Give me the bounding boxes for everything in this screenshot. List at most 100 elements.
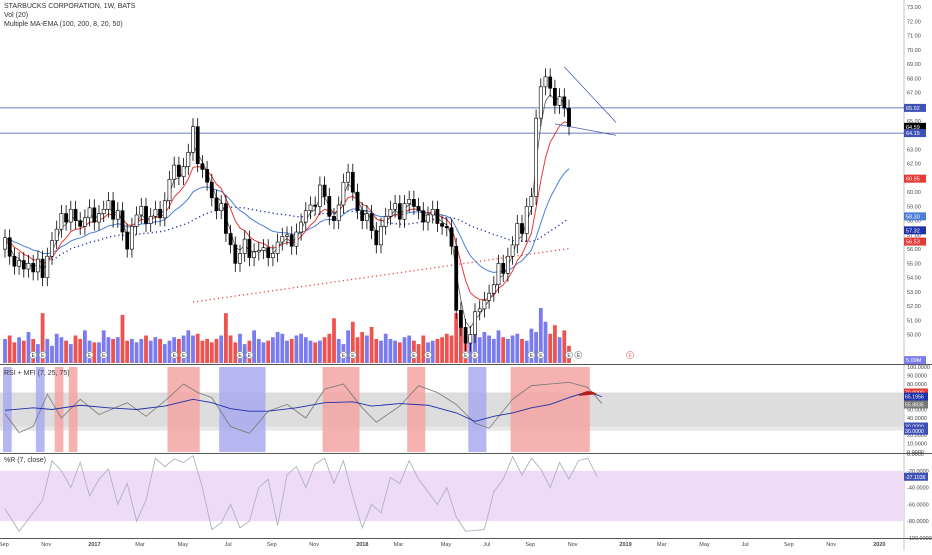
volume-bar xyxy=(360,332,365,363)
candle-body xyxy=(195,126,200,165)
price-tick-label: 60.00 xyxy=(907,190,921,196)
candle-body xyxy=(186,152,191,167)
rsi-tick-label: 10.0000 xyxy=(907,442,927,448)
candle-body xyxy=(524,206,529,234)
earnings-label: E xyxy=(530,353,534,359)
volume-bar xyxy=(17,337,21,363)
rsi-line xyxy=(4,391,603,422)
volume-bar xyxy=(111,338,115,363)
candle-body xyxy=(83,217,87,227)
price-tick-label: 70.00 xyxy=(907,48,921,54)
price-tick-label: 72.00 xyxy=(907,19,921,25)
earnings-label: E xyxy=(629,353,633,359)
earnings-label: E xyxy=(567,353,571,359)
price-tag xyxy=(904,129,926,138)
x-tick-label: 2017 xyxy=(88,542,100,548)
price-tag xyxy=(904,226,926,235)
volume-bar xyxy=(388,338,393,363)
candle-body xyxy=(496,263,501,286)
candle-body xyxy=(364,213,369,221)
volume-bar xyxy=(40,313,45,363)
rsi-overbought-band xyxy=(407,367,426,452)
candle-body xyxy=(557,96,562,106)
candle-body xyxy=(388,208,393,217)
volume-bar xyxy=(158,338,162,363)
candle-body xyxy=(515,223,520,246)
x-tick-label: Jul xyxy=(483,542,490,548)
candle-body xyxy=(181,166,186,177)
candle-body xyxy=(285,234,289,237)
candle-body xyxy=(31,263,36,273)
volume-bar xyxy=(209,342,214,363)
price-tag xyxy=(904,212,926,221)
earnings-label: E xyxy=(182,353,186,359)
volume-bar xyxy=(289,338,294,363)
earnings-label: E xyxy=(173,353,177,359)
volume-bar xyxy=(256,338,261,363)
volume-bar xyxy=(369,326,374,363)
volume-bar xyxy=(219,335,224,363)
volume-bar xyxy=(318,340,322,363)
earnings-label: E xyxy=(102,353,106,359)
volume-bar xyxy=(473,326,477,363)
rsi-overbought-band xyxy=(510,367,590,452)
volume-bar xyxy=(101,330,106,363)
rsi-overbought-band xyxy=(167,367,200,452)
x-tick-label: Nov xyxy=(41,542,51,548)
volume-bar xyxy=(510,335,515,363)
volume-bar xyxy=(529,328,534,363)
earnings-label: E xyxy=(539,353,543,359)
earnings-label: E xyxy=(248,353,252,359)
rsi-tag xyxy=(904,392,928,401)
volume-bar xyxy=(26,332,31,363)
volume-bar xyxy=(350,321,355,363)
volume-bar xyxy=(346,330,350,363)
candle-body xyxy=(87,207,92,219)
candle-body xyxy=(92,207,97,223)
candle-body xyxy=(473,311,477,335)
rsi-overbought-band xyxy=(68,367,78,452)
candle-body xyxy=(487,292,492,301)
rsi-tick-label: 90.0000 xyxy=(907,374,927,380)
volume-bar xyxy=(242,344,247,363)
earnings-label: E xyxy=(464,353,468,359)
x-tick-label: Mar xyxy=(657,542,667,548)
x-tick-label: Nov xyxy=(826,542,836,548)
candle-body xyxy=(78,220,83,227)
candle-body xyxy=(219,203,224,211)
candle-body xyxy=(355,191,360,211)
candle-body xyxy=(64,213,69,223)
volume-bar xyxy=(186,330,191,363)
volume-bar xyxy=(303,337,308,363)
candle-body xyxy=(360,210,365,221)
candle-body xyxy=(35,258,40,273)
price-tick-label: 73.00 xyxy=(907,5,921,11)
rsi-tick-label: 100.0000 xyxy=(907,365,930,371)
volume-bar xyxy=(144,335,148,363)
candle-body xyxy=(440,223,445,227)
candle-body xyxy=(7,237,12,257)
rsi-tag xyxy=(904,426,928,435)
rsi-tag xyxy=(904,422,928,431)
candle-body xyxy=(538,86,543,119)
price-tick-label: 68.00 xyxy=(907,76,921,82)
candle-body xyxy=(242,238,247,254)
earnings-label: E xyxy=(342,353,346,359)
rsi-tick-label: 50.0000 xyxy=(907,408,927,414)
candle-body xyxy=(332,216,336,221)
price-tick-label: 71.00 xyxy=(907,34,921,40)
rsi-tag-label: 65.1956 xyxy=(905,395,924,401)
volume-bar xyxy=(31,338,36,363)
candle-body xyxy=(430,208,435,216)
volume-bar xyxy=(162,344,167,363)
wr-tick-label: 0.0000 xyxy=(907,452,924,458)
price-tag xyxy=(904,174,926,183)
earnings-marker xyxy=(574,351,583,359)
ma-legend: Multiple MA-EMA (100, 200, 8, 20, 50) xyxy=(4,21,123,28)
candle-body xyxy=(289,234,294,247)
volume-bar xyxy=(482,332,487,363)
candle-body xyxy=(54,228,59,241)
rsi-oversold-band xyxy=(468,367,487,452)
candle-body xyxy=(252,251,257,258)
rsi-overbought-band xyxy=(322,367,360,452)
